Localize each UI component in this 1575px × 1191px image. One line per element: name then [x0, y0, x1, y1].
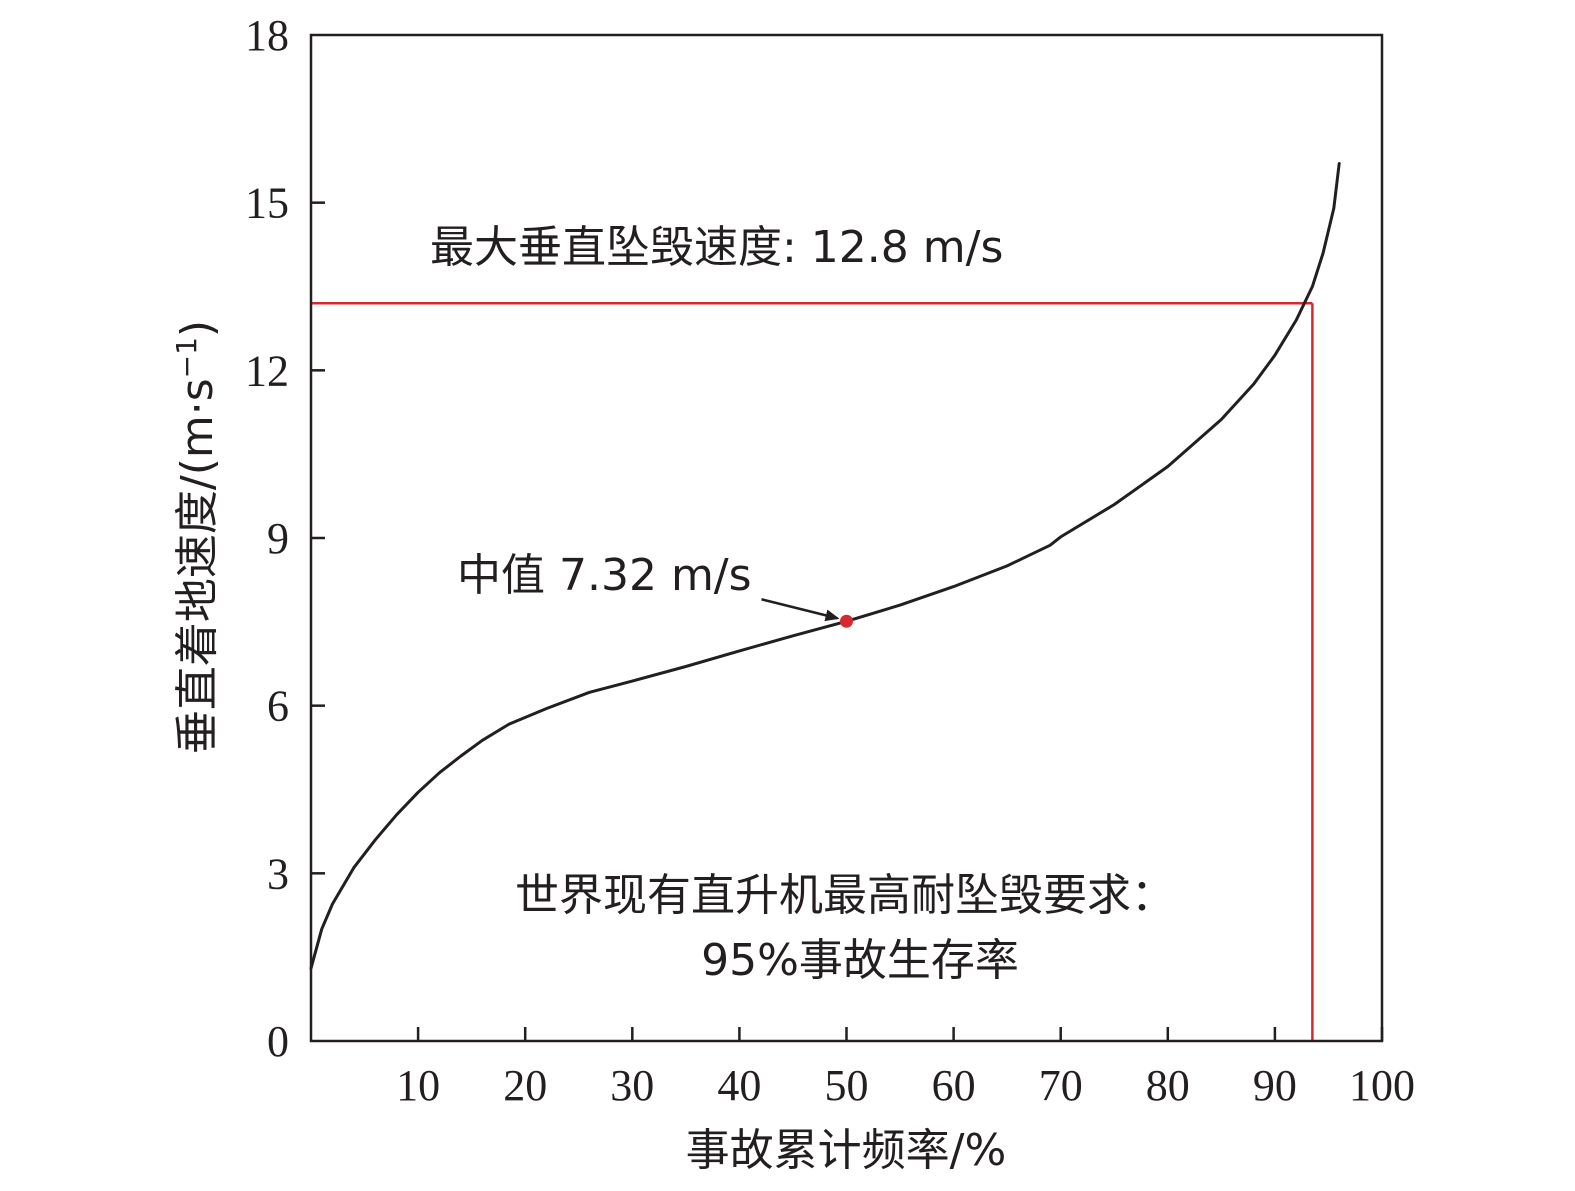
x-tick-label: 30	[610, 1061, 654, 1110]
x-tick-label: 40	[717, 1061, 761, 1110]
max-speed-annotation: 最大垂直坠毁速度: 12.8 m/s	[430, 222, 1003, 273]
y-tick-label: 9	[267, 514, 289, 563]
y-axis-title-close: )	[172, 320, 223, 337]
requirement-annotation-line2: 95%事故生存率	[701, 935, 1019, 986]
x-tick-label: 70	[1039, 1061, 1083, 1110]
x-tick-label: 10	[396, 1061, 440, 1110]
series-line	[309, 162, 1341, 970]
x-tick-label: 80	[1146, 1061, 1190, 1110]
x-tick-label: 50	[825, 1061, 869, 1110]
ticks-layer: 10 20 30 40 50 60 70 80 90 100 0 3 6 9 12 15 18	[245, 11, 1415, 1110]
median-point	[840, 614, 853, 628]
x-tick-label: 20	[503, 1061, 547, 1110]
x-tick-label: 60	[932, 1061, 976, 1110]
median-arrow	[761, 598, 840, 622]
median-annotation: 中值 7.32 m/s	[457, 550, 752, 601]
y-axis-title-main: 垂直着地速度/(m·s	[172, 378, 223, 754]
guides-layer	[311, 302, 1314, 1041]
y-tick-label: 15	[245, 179, 289, 228]
x-tick-label: 100	[1349, 1061, 1415, 1110]
plot-frame	[309, 33, 1384, 1043]
x-tick-label: 90	[1253, 1061, 1297, 1110]
y-axis-title: 垂直着地速度/(m·s−1)	[170, 320, 224, 754]
curve-layer	[309, 162, 1341, 970]
y-tick-label: 18	[245, 11, 289, 60]
x-axis-title: 事故累计频率/%	[686, 1125, 1007, 1176]
requirement-annotation-line1: 世界现有直升机最高耐坠毁要求：	[515, 870, 1175, 921]
y-axis-title-superscript: −1	[170, 337, 203, 378]
y-tick-label: 6	[267, 682, 289, 731]
y-tick-label: 3	[267, 849, 289, 898]
y-tick-label: 12	[245, 346, 289, 395]
y-tick-label: 0	[267, 1017, 289, 1066]
